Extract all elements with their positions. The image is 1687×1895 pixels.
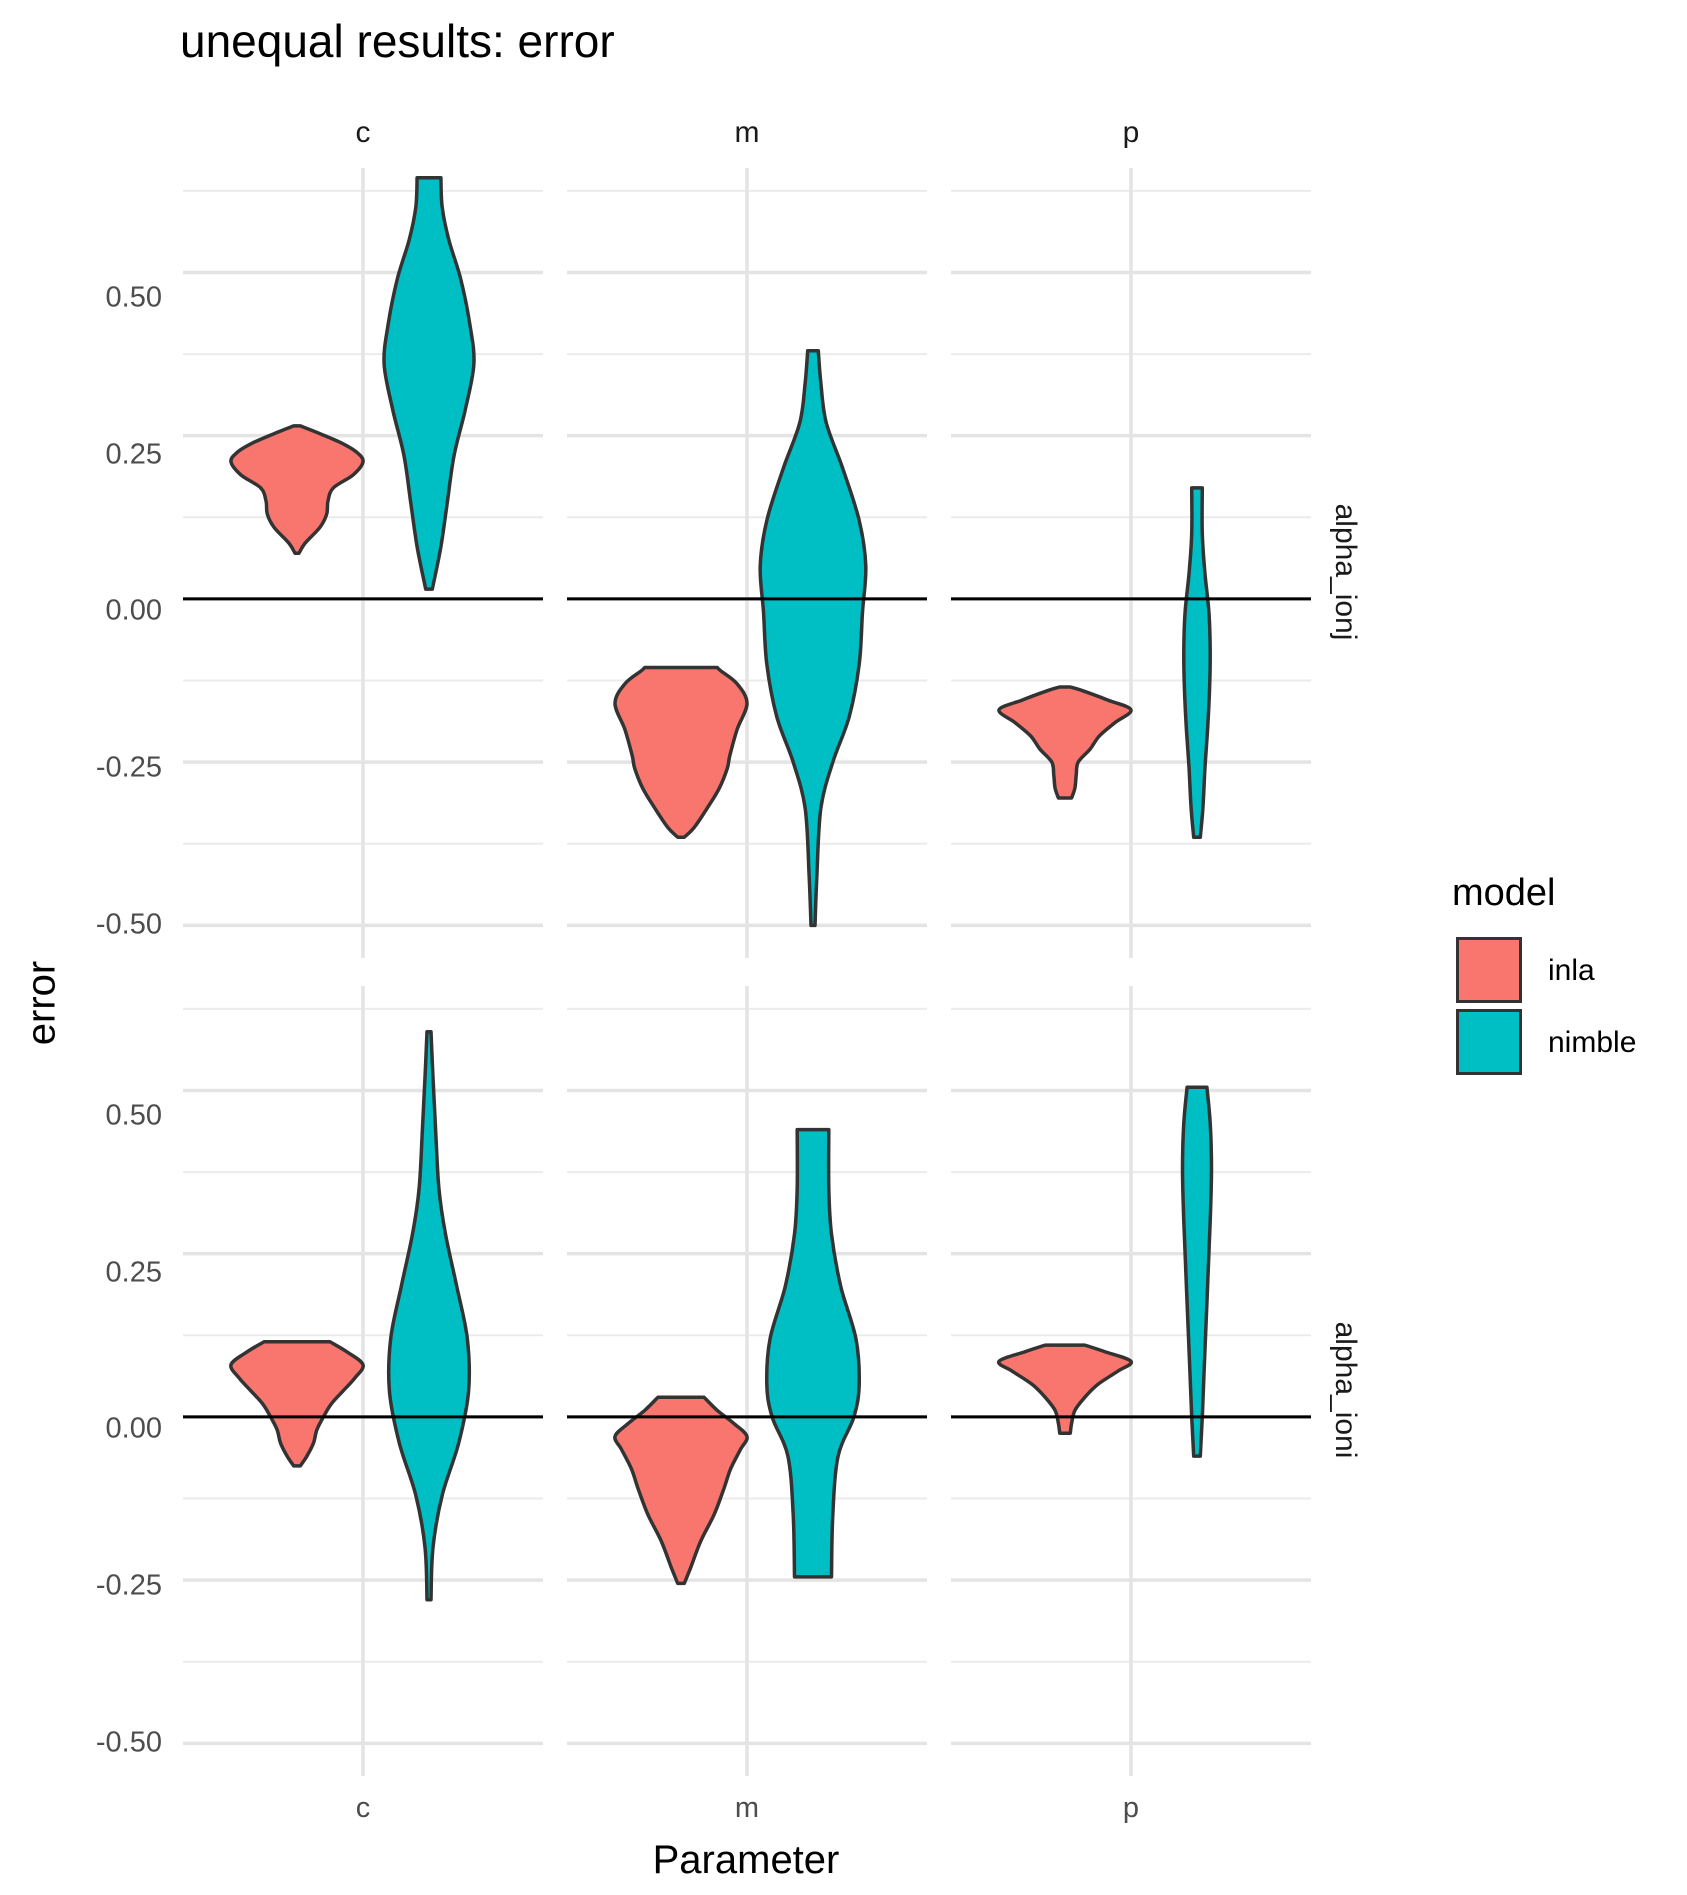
legend-label-inla: inla — [1548, 954, 1595, 987]
violin-alpha_ioni-m-nimble — [764, 1127, 862, 1579]
ytick-label: 0.25 — [105, 1256, 162, 1289]
chart-title: unequal results: error — [180, 15, 615, 67]
ytick-label: -0.25 — [95, 751, 162, 784]
facet-col-label-p: p — [1122, 116, 1140, 149]
ytick-label: 0.00 — [105, 1412, 162, 1445]
violin-alpha_ionj-c-nimble — [382, 176, 476, 591]
violin-layer — [229, 176, 1214, 1602]
violin-alpha_ioni-c-inla — [229, 1340, 365, 1468]
legend-key-nimble — [1456, 1009, 1522, 1075]
ytick-label: 0.00 — [105, 594, 162, 627]
x-axis-label: Parameter — [652, 1838, 840, 1882]
ytick-label: 0.50 — [105, 281, 162, 314]
y-axis-label: error — [19, 960, 64, 1046]
violin-alpha_ionj-m-nimble — [758, 349, 868, 928]
facet-row-label-alpha-ioni: alpha_ioni — [1329, 1321, 1362, 1459]
violin-alpha_ionj-p-inla — [997, 685, 1133, 800]
violin-alpha_ionj-p-nimble — [1182, 486, 1212, 839]
violin-alpha_ionj-m-inla — [613, 665, 749, 839]
ytick-label: 0.50 — [105, 1099, 162, 1132]
facet-col-label-c: c — [355, 116, 371, 149]
legend-label-nimble: nimble — [1548, 1026, 1637, 1059]
ytick-label: 0.25 — [105, 438, 162, 471]
xtick-label-p: p — [1122, 1792, 1140, 1824]
facet-row-label-alpha-ionj: alpha_ionj — [1329, 503, 1362, 641]
ytick-label: -0.50 — [95, 908, 162, 941]
violin-alpha_ionj-c-inla — [229, 424, 365, 555]
legend-title: model — [1452, 872, 1556, 914]
grid-layer — [183, 168, 1311, 1776]
violin-alpha_ioni-m-inla — [613, 1395, 749, 1586]
xtick-label-c: c — [355, 1792, 371, 1824]
legend-key-inla — [1456, 937, 1522, 1003]
ytick-label: -0.50 — [95, 1726, 162, 1759]
facet-col-label-m: m — [734, 116, 760, 149]
violin-alpha_ioni-c-nimble — [386, 1029, 472, 1602]
violin-alpha_ioni-p-inla — [996, 1343, 1134, 1435]
xtick-label-m: m — [734, 1792, 760, 1824]
violin-alpha_ioni-p-nimble — [1180, 1085, 1214, 1458]
reference-line-layer — [183, 597, 1311, 1419]
ytick-label: -0.25 — [95, 1569, 162, 1602]
